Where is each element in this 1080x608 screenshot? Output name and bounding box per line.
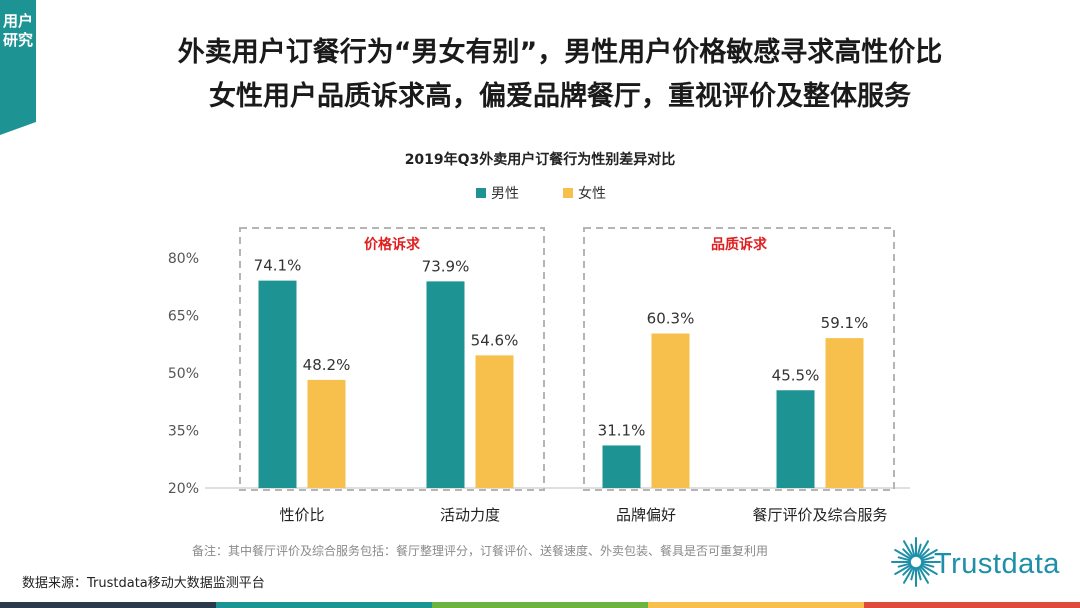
- bar-1-0: [426, 281, 465, 488]
- headline-line-2: 女性用户品质诉求高，偏爱品牌餐厅，重视评价及整体服务: [209, 81, 911, 112]
- y-tick-label: 65%: [168, 309, 199, 325]
- group-label-0: 价格诉求: [364, 236, 421, 253]
- chart-title: 2019年Q3外卖用户订餐行为性别差异对比: [405, 151, 676, 168]
- data-source: 数据来源：Trustdata移动大数据监测平台: [22, 576, 265, 591]
- trustdata-logo: Trustdata: [890, 534, 1070, 590]
- legend-swatch-0: [476, 188, 486, 198]
- legend-label-1: 女性: [578, 185, 606, 202]
- bar-value-label: 60.3%: [647, 310, 695, 328]
- x-category-label: 品牌偏好: [616, 506, 676, 524]
- section-tag: 用户 研究: [0, 0, 36, 135]
- group-label-1: 品质诉求: [711, 236, 768, 253]
- bar-value-label: 45.5%: [772, 366, 820, 384]
- bottom-bar-segment: [864, 602, 1080, 608]
- legend-label-0: 男性: [491, 186, 519, 202]
- bar-value-label: 59.1%: [821, 314, 869, 332]
- bottom-color-bar: [0, 602, 1080, 608]
- bottom-bar-segment: [648, 602, 864, 608]
- logo-text: Trustdata: [934, 548, 1060, 580]
- x-category-label: 性价比: [279, 506, 324, 524]
- y-tick-label: 80%: [168, 251, 199, 267]
- legend-swatch-1: [563, 188, 573, 198]
- y-tick-label: 50%: [168, 366, 199, 382]
- group-box-1: [583, 227, 895, 491]
- starburst-logo-icon: [891, 537, 941, 587]
- bar-value-label: 54.6%: [471, 331, 519, 349]
- bar-3-1: [825, 338, 864, 488]
- bar-value-label: 48.2%: [303, 356, 351, 374]
- bar-1-1: [475, 355, 514, 488]
- bottom-bar-segment: [432, 602, 648, 608]
- bar-2-1: [651, 333, 690, 488]
- bar-2-0: [602, 445, 641, 488]
- x-category-label: 活动力度: [440, 506, 500, 524]
- bar-value-label: 74.1%: [254, 257, 302, 275]
- group-box-0: [239, 227, 545, 491]
- footnote: 备注：其中餐厅评价及综合服务包括：餐厅整理评分，订餐评价、送餐速度、外卖包装、餐…: [192, 544, 769, 558]
- headline-line-1: 外卖用户订餐行为“男女有别”，男性用户价格敏感寻求高性价比: [177, 37, 943, 68]
- bar-value-label: 73.9%: [422, 257, 470, 275]
- section-tag-line-1: 用户: [2, 12, 33, 30]
- x-category-label: 餐厅评价及综合服务: [752, 506, 887, 524]
- bar-0-1: [307, 379, 346, 488]
- section-tag-line-2: 研究: [2, 31, 33, 49]
- y-tick-label: 35%: [168, 424, 199, 440]
- bottom-bar-segment: [0, 602, 216, 608]
- bar-value-label: 31.1%: [598, 421, 646, 439]
- bar-3-0: [776, 390, 815, 488]
- bottom-bar-segment: [216, 602, 432, 608]
- y-tick-label: 20%: [168, 481, 199, 497]
- bar-0-0: [258, 280, 297, 488]
